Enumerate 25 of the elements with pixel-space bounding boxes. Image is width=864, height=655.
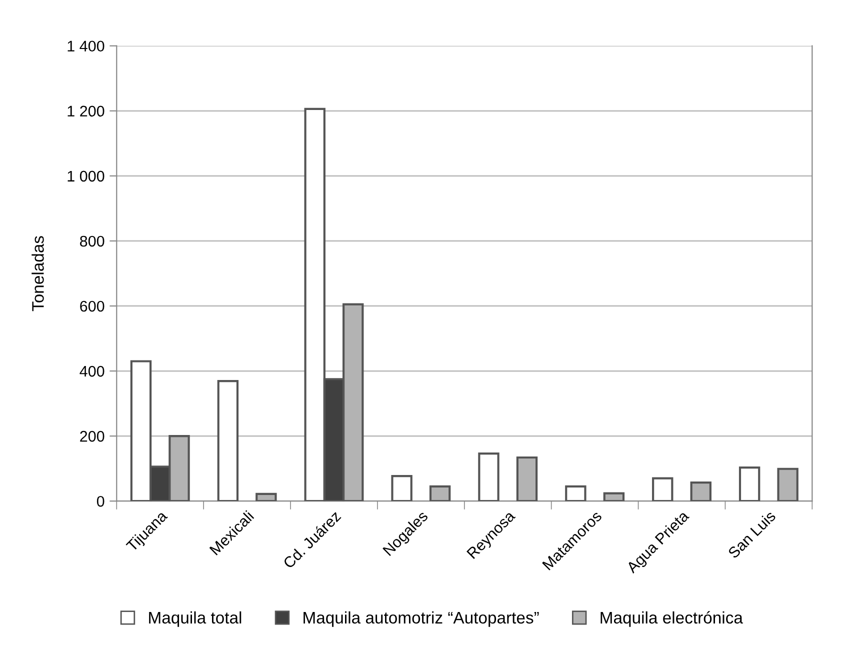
bar [516, 456, 538, 502]
bar [429, 485, 451, 502]
legend-label: Maquila automotriz “Autopartes” [304, 611, 539, 627]
y-axis-title: Toneladas [32, 236, 44, 312]
bar [478, 452, 500, 502]
bar [738, 466, 760, 502]
bar [690, 481, 712, 502]
y-tick-label: 600 [80, 300, 104, 312]
bar [603, 492, 625, 502]
bar [391, 474, 412, 502]
y-tick-label: 1 200 [68, 106, 104, 117]
legend-label: Maquila electrónica [600, 611, 743, 627]
y-tick-label: 800 [80, 236, 104, 247]
y-tick-label: 200 [80, 430, 104, 442]
bar [256, 492, 277, 502]
y-tick-label: 1 000 [68, 170, 104, 182]
bar [777, 468, 798, 502]
y-tick-label: 0 [96, 496, 104, 507]
x-tick-label: San Luis [727, 510, 776, 559]
legend-label: Maquila total [149, 611, 242, 627]
bar [217, 380, 239, 502]
y-tick-label: 400 [80, 366, 104, 377]
y-tick-label: 1 400 [68, 40, 104, 52]
bar [652, 477, 674, 502]
bar [565, 485, 586, 502]
